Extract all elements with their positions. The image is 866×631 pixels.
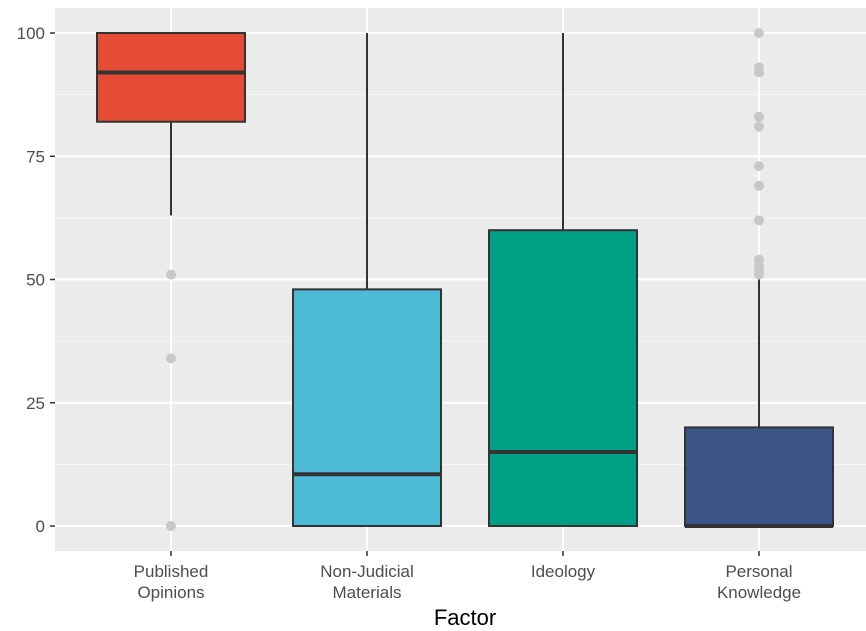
x-tick-label: Published Opinions xyxy=(134,562,209,602)
outlier-point xyxy=(754,28,764,38)
outlier-point xyxy=(754,111,764,122)
x-tick-label: Ideology xyxy=(531,562,596,581)
outlier-point xyxy=(754,161,764,172)
iqr-box xyxy=(488,229,638,527)
y-tick-label: 75 xyxy=(26,147,45,166)
outlier-point xyxy=(166,521,176,531)
x-tick-label-line: Knowledge xyxy=(717,583,801,602)
y-tick-label: 0 xyxy=(36,517,45,536)
box-ideology xyxy=(488,33,638,527)
box-non-judicial-materials xyxy=(292,33,442,527)
boxes xyxy=(96,28,834,531)
y-tick-label: 100 xyxy=(17,24,45,43)
x-axis-title: Factor xyxy=(434,605,496,630)
box-published-opinions xyxy=(96,32,246,531)
x-tick-label-line: Opinions xyxy=(137,583,204,602)
outlier-point xyxy=(754,67,764,78)
outlier-point xyxy=(166,353,176,364)
iqr-box xyxy=(292,288,442,527)
iqr-box xyxy=(684,426,834,527)
outlier-point xyxy=(754,121,764,132)
x-tick-label: Non-Judicial Materials xyxy=(320,562,414,602)
x-axis-ticks: Published Opinions Non-Judicial Materials Id… xyxy=(134,551,801,602)
x-tick-label-line: Non-Judicial xyxy=(320,562,414,581)
outlier-point xyxy=(754,269,764,280)
x-tick-label-line: Ideology xyxy=(531,562,596,581)
iqr-box xyxy=(96,32,246,123)
y-axis-ticks: 0 25 50 75 100 xyxy=(17,24,55,536)
outlier-point xyxy=(166,269,176,280)
x-tick-label-line: Personal xyxy=(725,562,792,581)
y-tick-label: 25 xyxy=(26,394,45,413)
box-personal-knowledge xyxy=(684,28,834,528)
x-tick-label-line: Materials xyxy=(333,583,402,602)
outlier-point xyxy=(754,215,764,226)
x-tick-label: Personal Knowledge xyxy=(717,562,801,602)
y-tick-label: 50 xyxy=(26,271,45,290)
x-tick-label-line: Published xyxy=(134,562,209,581)
outlier-point xyxy=(754,180,764,191)
